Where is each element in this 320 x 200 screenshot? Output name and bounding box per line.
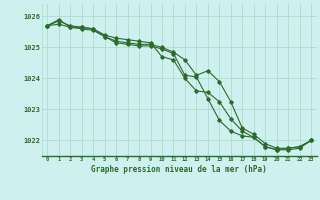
X-axis label: Graphe pression niveau de la mer (hPa): Graphe pression niveau de la mer (hPa)	[91, 165, 267, 174]
